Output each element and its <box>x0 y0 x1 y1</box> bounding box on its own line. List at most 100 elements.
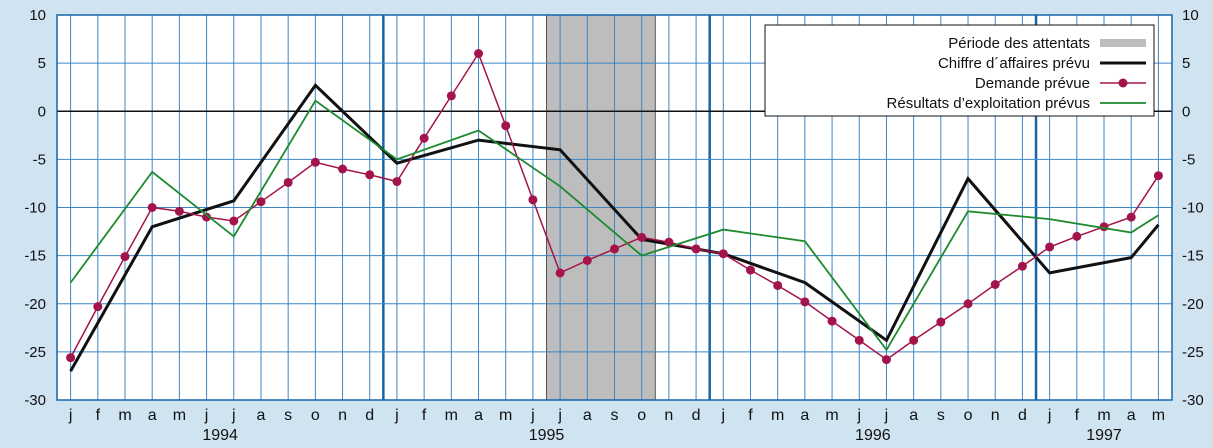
y-tick-label-right: -10 <box>1182 200 1204 217</box>
month-tick-label: j <box>884 407 889 424</box>
month-tick-label: a <box>800 407 809 424</box>
y-tick-label-right: 5 <box>1182 55 1190 72</box>
data-point <box>283 177 293 187</box>
data-point <box>93 302 103 312</box>
data-point <box>610 244 619 254</box>
data-point <box>745 265 755 275</box>
month-tick-label: a <box>474 407 483 424</box>
month-tick-label: j <box>720 407 725 424</box>
data-point <box>963 299 973 309</box>
data-point <box>936 317 946 327</box>
legend: Période des attentats Chiffre d´affaires … <box>764 24 1155 117</box>
y-tick-label-right: -30 <box>1182 392 1204 409</box>
data-point <box>1153 171 1163 181</box>
month-tick-label: m <box>771 407 784 424</box>
data-point <box>174 206 184 216</box>
legend-label: Période des attentats <box>948 35 1090 52</box>
month-tick-label: f <box>96 407 101 424</box>
legend-swatch <box>1100 39 1146 47</box>
data-point <box>691 244 701 254</box>
y-tick-label-right: -20 <box>1182 296 1204 313</box>
month-tick-label: s <box>611 407 619 424</box>
month-tick-label: d <box>1018 407 1027 424</box>
month-tick-label: o <box>964 407 973 424</box>
data-point <box>229 216 239 226</box>
data-point <box>392 177 402 187</box>
month-tick-label: s <box>937 407 945 424</box>
month-tick-label: m <box>825 407 838 424</box>
data-point <box>338 164 348 174</box>
data-point <box>909 335 919 345</box>
data-point <box>990 280 1000 289</box>
y-tick-label-left: 5 <box>38 55 46 72</box>
data-point <box>310 157 320 167</box>
data-point <box>419 133 429 143</box>
month-tick-label: j <box>1047 407 1052 424</box>
month-tick-label: j <box>204 407 209 424</box>
legend-label: Demande prévue <box>975 75 1090 92</box>
data-point <box>1045 242 1055 252</box>
data-point <box>637 232 647 242</box>
data-point <box>202 212 212 222</box>
data-point <box>555 268 565 278</box>
month-tick-label: a <box>1127 407 1136 424</box>
month-tick-label: j <box>68 407 73 424</box>
month-tick-label: o <box>637 407 646 424</box>
data-point <box>528 195 538 205</box>
month-tick-label: n <box>338 407 347 424</box>
y-tick-label-left: -15 <box>24 248 46 265</box>
y-tick-label-left: -20 <box>24 296 46 313</box>
y-tick-label-right: -5 <box>1182 151 1195 168</box>
month-tick-label: a <box>909 407 918 424</box>
legend-marker <box>1118 78 1128 88</box>
y-tick-label-left: -5 <box>33 151 46 168</box>
y-tick-label-right: -25 <box>1182 344 1204 361</box>
data-point <box>66 353 76 363</box>
month-tick-label: m <box>173 407 186 424</box>
month-tick-label: a <box>583 407 592 424</box>
year-label: 1997 <box>1086 427 1122 444</box>
month-tick-label: n <box>991 407 1000 424</box>
data-point <box>147 203 157 212</box>
data-point <box>256 197 266 207</box>
month-tick-label: a <box>148 407 157 424</box>
month-tick-label: j <box>557 407 562 424</box>
data-point <box>446 91 456 101</box>
year-label: 1995 <box>529 427 565 444</box>
data-point <box>120 252 130 262</box>
y-tick-label-left: 0 <box>38 103 46 120</box>
data-point <box>800 297 810 307</box>
data-point <box>365 170 375 180</box>
month-tick-label: m <box>1152 407 1165 424</box>
data-point <box>827 316 837 326</box>
y-tick-label-right: 0 <box>1182 103 1190 120</box>
y-tick-label-left: -30 <box>24 392 46 409</box>
month-tick-label: d <box>365 407 374 424</box>
legend-label: Résultats d’exploitation prévus <box>887 95 1090 112</box>
y-tick-label-right: -15 <box>1182 248 1204 265</box>
y-tick-label-left: -25 <box>24 344 46 361</box>
legend-label: Chiffre d´affaires prévu <box>938 55 1090 72</box>
data-point <box>501 121 511 131</box>
month-tick-label: s <box>284 407 292 424</box>
data-point <box>1017 261 1027 271</box>
month-tick-label: f <box>1075 407 1080 424</box>
data-point <box>664 237 674 247</box>
month-tick-label: m <box>499 407 512 424</box>
month-tick-label: f <box>422 407 427 424</box>
plot-frame <box>56 14 1173 401</box>
month-tick-label: o <box>311 407 320 424</box>
month-tick-label: n <box>664 407 673 424</box>
data-point <box>582 255 592 265</box>
month-tick-label: d <box>692 407 701 424</box>
month-tick-label: a <box>257 407 266 424</box>
month-tick-label: j <box>856 407 861 424</box>
data-point <box>773 280 783 290</box>
year-label: 1996 <box>855 427 891 444</box>
y-tick-label-left: -10 <box>24 200 46 217</box>
data-point <box>1126 212 1136 222</box>
y-tick-label-right: 10 <box>1182 7 1199 24</box>
series-line <box>69 99 1159 352</box>
year-label: 1994 <box>202 427 238 444</box>
